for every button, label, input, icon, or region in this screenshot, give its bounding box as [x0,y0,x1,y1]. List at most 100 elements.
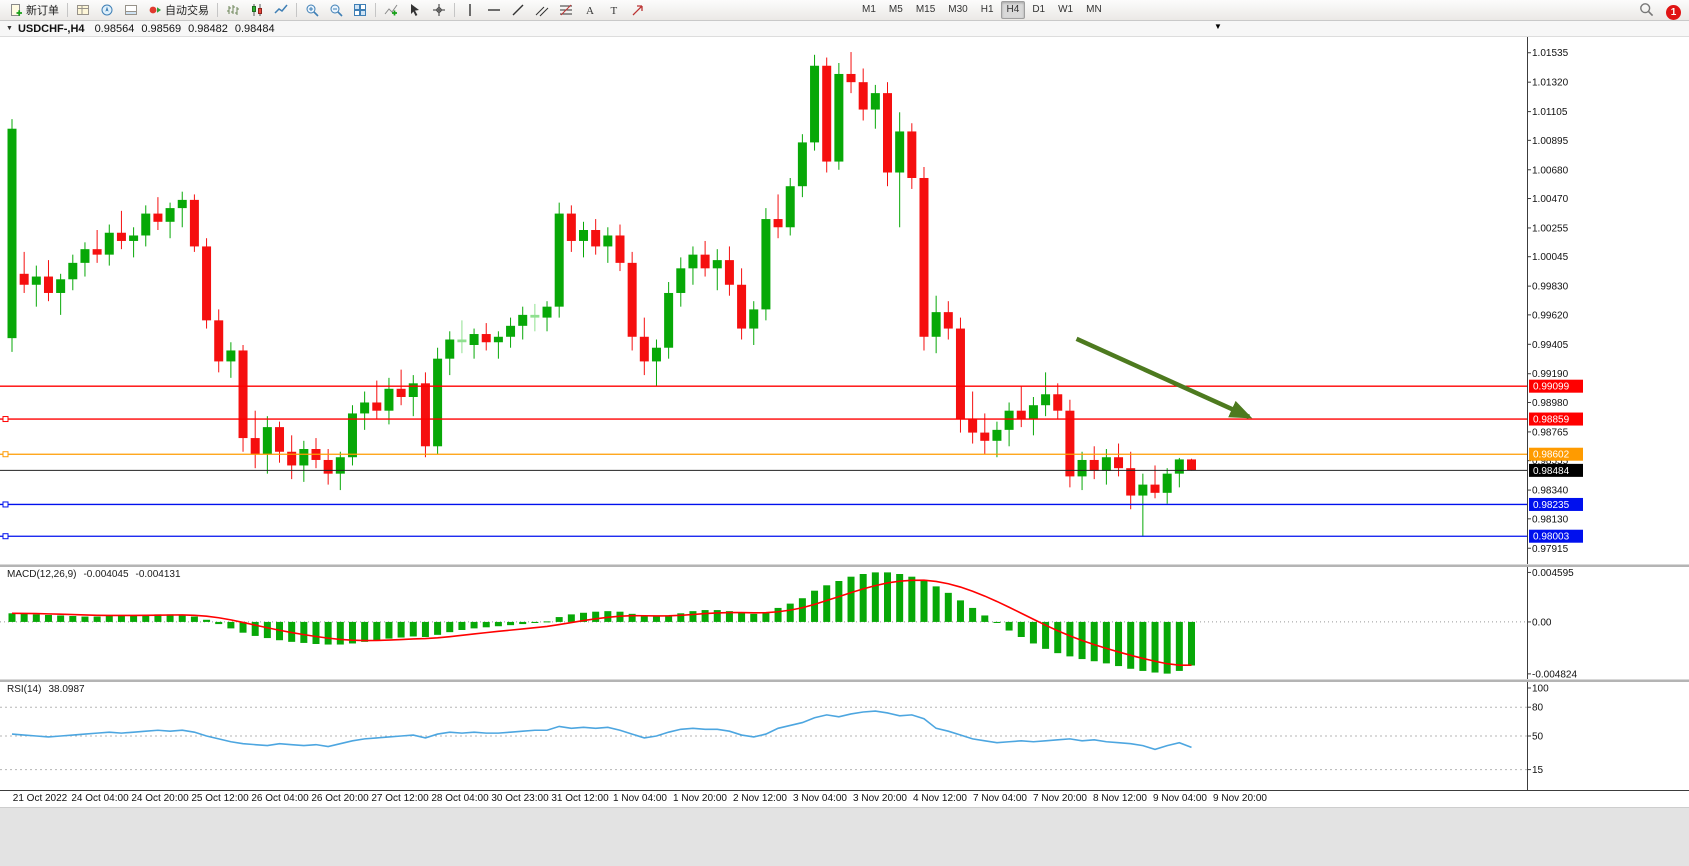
price-axis-label: 1.00680 [1532,165,1569,176]
candle [323,459,333,474]
rsi-line [11,710,1192,751]
timeframe-W1[interactable]: W1 [1058,4,1074,15]
candle [822,65,832,162]
price-axis-label: 0.98980 [1532,398,1569,409]
toolbar-separator [454,3,455,17]
horizontal-line[interactable] [0,416,1527,423]
bar-chart-mode-button[interactable] [221,0,245,20]
timeframe-D1[interactable]: D1 [1032,4,1046,15]
candle [1174,459,1184,474]
candle [1101,457,1111,471]
price-tag: 0.98235 [1529,497,1583,511]
price-axis-label: 0.99830 [1532,282,1569,293]
timeframe-M1[interactable]: M1 [862,4,876,15]
crosshair-icon [432,3,446,17]
candle [883,93,893,173]
candle [542,306,552,318]
terminal-button[interactable] [119,0,143,20]
candle [445,339,455,359]
candle [566,213,576,241]
price-axis-label: 1.00045 [1532,252,1569,263]
indicators-button[interactable] [379,0,403,20]
main-chart-canvas[interactable]: 1.01535 1.01320 1.01105 1.00895 1.00680 1.004… [0,37,1689,564]
price-axis-label: 0.98765 [1532,427,1569,438]
panel-splitter[interactable] [0,564,1689,567]
vertical-line-tool-button[interactable] [458,0,482,20]
time-axis-label: 1 Nov 04:00 [613,793,667,804]
rsi-label-row: RSI(14) 38.0987 [7,684,85,695]
candle [92,249,102,255]
price-axis-label: 1.01320 [1532,78,1569,89]
timeframe-M5[interactable]: M5 [888,4,903,15]
candle [68,262,78,280]
crosshair-tool-button[interactable] [427,0,451,20]
toolbar-right-icons: 1 [1639,2,1681,22]
timeframe-H1[interactable]: H1 [980,4,994,15]
price-axis-bg [1528,682,1689,790]
tile-windows-icon [353,3,367,17]
candle [846,73,856,83]
time-axis-label: 2 Nov 12:00 [733,793,787,804]
tile-windows-button[interactable] [348,0,372,20]
candle [469,334,479,345]
text-tool-button[interactable]: A [578,0,602,20]
channel-tool-button[interactable] [530,0,554,20]
notification-badge[interactable]: 1 [1666,4,1681,20]
panel-splitter[interactable] [0,679,1689,682]
chart-shift-marker[interactable]: ▼ [1214,22,1222,31]
cursor-icon [408,3,422,17]
candle [43,276,53,293]
price-axis-label: 1.00255 [1532,223,1569,234]
horizontal-line-tool-button[interactable] [482,0,506,20]
autotrading-button[interactable]: 自动交易 [143,0,214,20]
candle [129,235,139,241]
timeframe-M30[interactable]: M30 [948,4,968,15]
search-icon[interactable] [1639,2,1654,22]
timeframe-MN[interactable]: MN [1086,4,1102,15]
candle [116,232,126,241]
candle [433,358,443,447]
timeframe-H4[interactable]: H4 [1000,1,1026,19]
trendline-tool-button[interactable] [506,0,530,20]
candlestick-mode-button[interactable] [245,0,269,20]
candle [724,260,734,285]
svg-text:0.98003: 0.98003 [1533,532,1570,543]
candle [189,199,199,247]
price-axis-bg [1528,567,1689,679]
line-anchor-handle[interactable] [2,501,9,508]
zoom-in-button[interactable] [300,0,324,20]
zoom-out-button[interactable] [324,0,348,20]
trend-arrow[interactable] [1075,336,1253,419]
text-label-tool-button[interactable]: T [602,0,626,20]
horizontal-line[interactable] [0,501,1527,508]
price-axis-label: 0.99190 [1532,369,1569,380]
fibonacci-tool-button[interactable] [554,0,578,20]
cursor-tool-button[interactable] [403,0,427,20]
rsi-canvas[interactable]: 100 80 50 15 [0,682,1689,790]
toolbar-separator [296,3,297,17]
horizontal-line-icon [487,3,501,17]
candle [408,383,418,398]
line-chart-mode-button[interactable] [269,0,293,20]
arrows-tool-button[interactable] [626,0,650,20]
candle [1004,410,1014,430]
horizontal-line[interactable] [0,533,1527,540]
macd-canvas[interactable]: 0.004595 0.00 -0.004824 [0,567,1689,679]
timeframe-M15[interactable]: M15 [915,4,936,15]
candle [797,142,807,187]
candle [749,309,759,329]
line-anchor-handle[interactable] [2,416,9,423]
text-label-icon: T [607,3,621,17]
chevron-down-icon[interactable]: ▼ [6,25,13,32]
chart-stack: 1.01535 1.01320 1.01105 1.00895 1.00680 1.004… [0,37,1689,807]
navigator-button[interactable] [95,0,119,20]
horizontal-line[interactable] [0,451,1527,458]
svg-text:T: T [611,5,618,17]
candle [992,429,1002,441]
price-axis-label: 1.00470 [1532,194,1569,205]
line-anchor-handle[interactable] [2,533,9,540]
line-anchor-handle[interactable] [2,451,9,458]
market-watch-button[interactable] [71,0,95,20]
time-axis-label: 26 Oct 20:00 [311,793,369,804]
new-order-button[interactable]: 新订单 [4,0,64,20]
